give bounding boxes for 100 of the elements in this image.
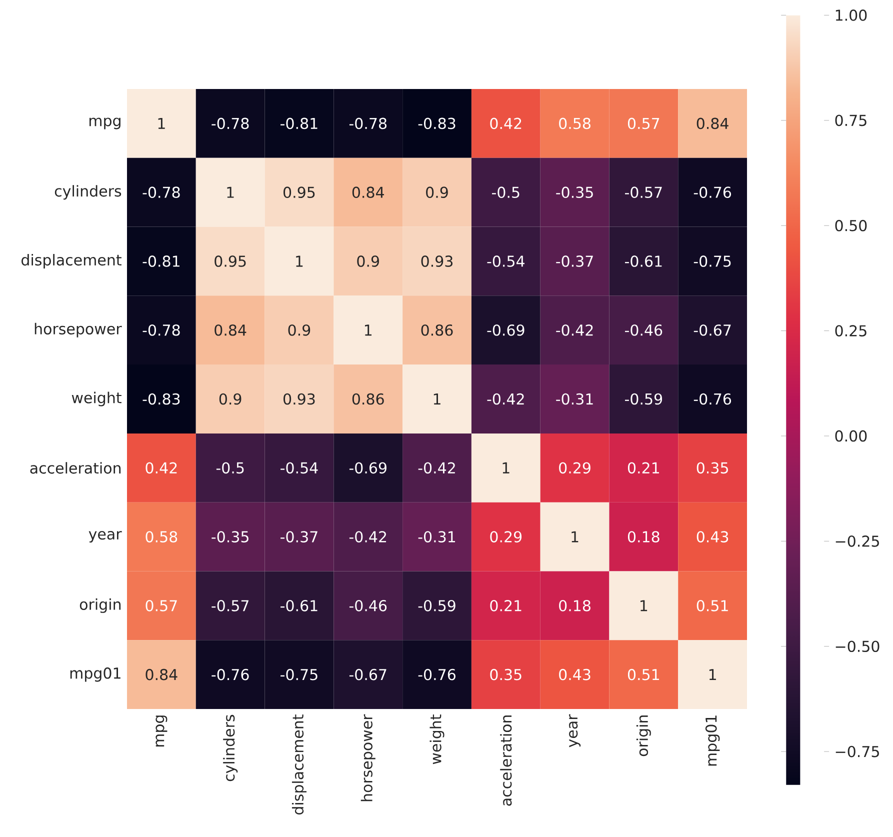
data-label: -0.69: [349, 462, 386, 474]
data-label: -0.67: [349, 668, 386, 680]
data-label: 0.93: [421, 256, 452, 267]
data-label: -0.5: [492, 186, 520, 198]
data-label: -0.83: [418, 118, 456, 130]
data-label: -0.35: [212, 531, 248, 542]
x-tick-label: mpg: [156, 716, 168, 746]
data-label: 0.58: [146, 531, 178, 542]
data-label: -0.46: [349, 600, 387, 612]
y-tick-label: acceleration: [30, 462, 121, 474]
data-label: 0.86: [421, 324, 453, 336]
color-bar-label: 0.00: [835, 430, 867, 442]
y-tick-label: mpg01: [70, 667, 120, 682]
y-tick-label: mpg: [90, 118, 120, 130]
data-label: -0.78: [142, 186, 180, 198]
data-label: 0.86: [352, 393, 384, 405]
data-label: 1: [434, 394, 440, 404]
data-label: -0.31: [418, 531, 456, 542]
color-bar-label: 0.75: [835, 114, 866, 126]
data-label: -0.5: [216, 462, 244, 474]
color-bar-label: −0.25: [836, 535, 879, 547]
data-label: 0.35: [696, 462, 728, 474]
data-label: 0.9: [288, 324, 310, 336]
data-label: -0.54: [487, 256, 524, 267]
data-label: 0.95: [214, 256, 246, 267]
data-label: 0.29: [490, 531, 522, 542]
data-label: 0.9: [426, 186, 448, 198]
data-label: -0.67: [694, 324, 731, 336]
data-label: -0.37: [556, 256, 593, 267]
data-label: 1: [709, 669, 716, 680]
data-label: -0.57: [212, 600, 248, 612]
data-label: 0.42: [146, 462, 177, 474]
x-tick-label: weight: [430, 714, 444, 764]
data-label: -0.31: [556, 393, 593, 405]
data-label: 0.35: [490, 668, 522, 680]
data-label: 0.57: [628, 118, 660, 130]
data-label: -0.59: [625, 393, 662, 405]
data-label: 0.42: [490, 118, 522, 130]
data-label: 0.43: [559, 668, 590, 680]
data-label: -0.75: [280, 668, 318, 680]
data-label: 0.93: [284, 393, 315, 405]
y-tick-label: horsepower: [34, 322, 122, 338]
data-label: -0.61: [625, 256, 662, 267]
data-label: -0.42: [487, 393, 524, 405]
data-label: -0.81: [280, 118, 318, 130]
data-label: 1: [227, 186, 234, 198]
data-label: 1: [640, 600, 648, 612]
data-label: 1: [296, 256, 303, 267]
data-label: 0.21: [628, 462, 659, 474]
x-tick-label: cylinders: [223, 714, 238, 782]
data-label: 0.95: [284, 186, 315, 198]
data-label: 1: [158, 118, 165, 129]
data-label: -0.35: [556, 186, 593, 198]
data-label: 0.51: [696, 600, 728, 612]
x-tick-label: displacement: [292, 714, 306, 814]
y-tick-label: year: [88, 531, 122, 543]
data-label: -0.81: [142, 256, 180, 267]
data-label: -0.75: [694, 256, 731, 267]
y-tick-label: weight: [72, 392, 122, 406]
data-label: -0.78: [142, 324, 180, 336]
data-label: -0.46: [625, 324, 662, 336]
data-label: 0.58: [559, 118, 590, 130]
data-label: -0.76: [418, 668, 456, 680]
data-label: -0.76: [694, 393, 732, 405]
data-label: -0.42: [418, 462, 455, 474]
x-tick-label: origin: [636, 715, 651, 756]
data-label: 0.57: [146, 600, 177, 612]
data-label: 0.21: [490, 600, 522, 612]
data-label: 0.84: [696, 118, 728, 130]
data-label: 1: [364, 324, 372, 336]
y-tick-label: displacement: [22, 254, 122, 268]
y-tick-label: cylinders: [54, 185, 122, 200]
data-label: 0.9: [357, 256, 379, 267]
data-label: -0.83: [142, 393, 180, 405]
x-tick-label: horsepower: [360, 714, 376, 802]
color-bar-label: 1.00: [836, 10, 867, 21]
data-label: -0.42: [349, 531, 386, 542]
color-bar-label: 0.50: [835, 220, 867, 232]
data-label: 0.84: [146, 668, 178, 680]
data-label: -0.57: [625, 186, 662, 198]
data-label: -0.69: [487, 324, 524, 336]
color-bar-label: −0.75: [836, 746, 879, 758]
color-bar-label: −0.50: [836, 640, 880, 652]
color-bar-label: 0.25: [835, 325, 866, 336]
data-label: -0.42: [556, 324, 593, 336]
data-label: 1: [572, 531, 578, 542]
x-tick-label: mpg01: [705, 716, 720, 766]
x-tick-label: year: [569, 714, 581, 748]
data-label: -0.54: [280, 462, 318, 474]
data-label: 0.43: [696, 531, 728, 542]
y-tick-label: origin: [80, 598, 121, 613]
data-label: 0.29: [559, 462, 590, 474]
data-label: -0.78: [349, 118, 386, 130]
data-label: -0.61: [280, 600, 318, 612]
data-label: 0.84: [352, 186, 384, 198]
data-label: 0.51: [628, 668, 659, 680]
data-label: 0.9: [219, 393, 242, 405]
data-label: 0.84: [214, 324, 246, 336]
data-label: -0.78: [212, 118, 249, 130]
x-tick-label: acceleration: [500, 715, 512, 806]
